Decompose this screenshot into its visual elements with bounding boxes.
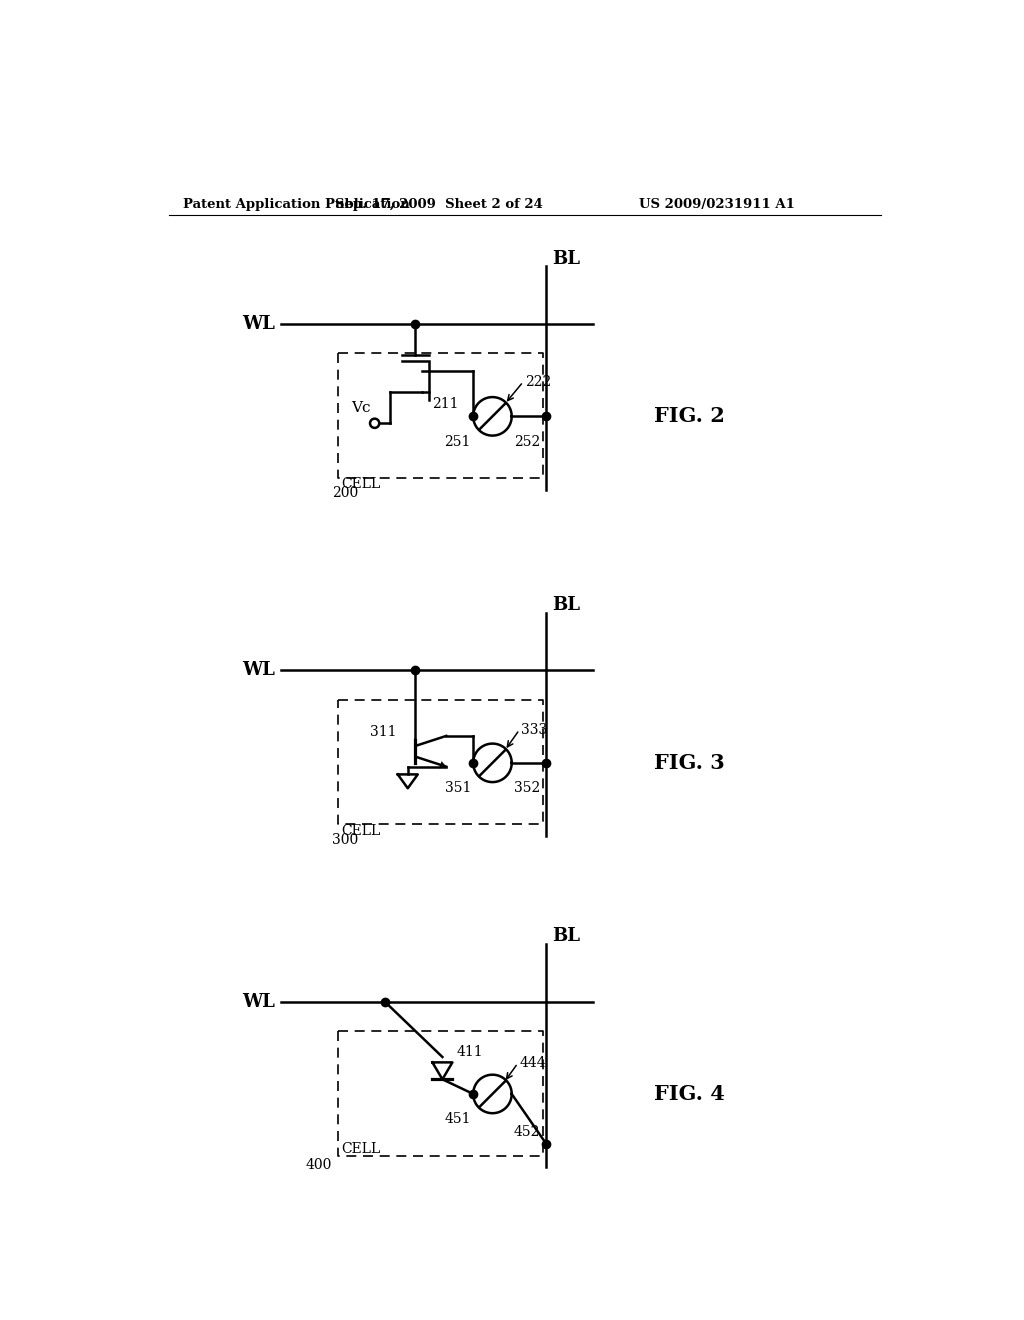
Text: FIG. 3: FIG. 3 <box>654 752 725 772</box>
Text: 444: 444 <box>519 1056 546 1071</box>
Text: BL: BL <box>553 249 581 268</box>
Text: 352: 352 <box>514 781 541 795</box>
Text: 251: 251 <box>444 434 471 449</box>
Text: CELL: CELL <box>341 824 380 838</box>
Text: BL: BL <box>553 597 581 614</box>
Text: US 2009/0231911 A1: US 2009/0231911 A1 <box>639 198 795 211</box>
Text: 400: 400 <box>306 1158 333 1172</box>
Text: Sep. 17, 2009  Sheet 2 of 24: Sep. 17, 2009 Sheet 2 of 24 <box>335 198 543 211</box>
Text: WL: WL <box>242 661 274 680</box>
Text: 351: 351 <box>444 781 471 795</box>
Text: 222: 222 <box>524 375 551 388</box>
Text: CELL: CELL <box>341 1142 380 1155</box>
Text: 311: 311 <box>370 725 396 739</box>
Text: 452: 452 <box>514 1126 541 1139</box>
Text: 451: 451 <box>444 1113 471 1126</box>
Text: CELL: CELL <box>341 477 380 491</box>
Text: Vc: Vc <box>351 401 371 414</box>
Text: 411: 411 <box>457 1044 483 1059</box>
Text: 300: 300 <box>333 833 358 847</box>
Polygon shape <box>439 762 446 768</box>
Text: FIG. 2: FIG. 2 <box>654 407 725 426</box>
Text: Patent Application Publication: Patent Application Publication <box>183 198 410 211</box>
Text: WL: WL <box>242 993 274 1011</box>
Text: BL: BL <box>553 927 581 945</box>
Text: FIG. 4: FIG. 4 <box>654 1084 725 1104</box>
Text: 200: 200 <box>333 486 358 500</box>
Text: 211: 211 <box>432 397 458 411</box>
Text: 252: 252 <box>514 434 541 449</box>
Text: 333: 333 <box>521 723 547 737</box>
Text: WL: WL <box>242 315 274 333</box>
